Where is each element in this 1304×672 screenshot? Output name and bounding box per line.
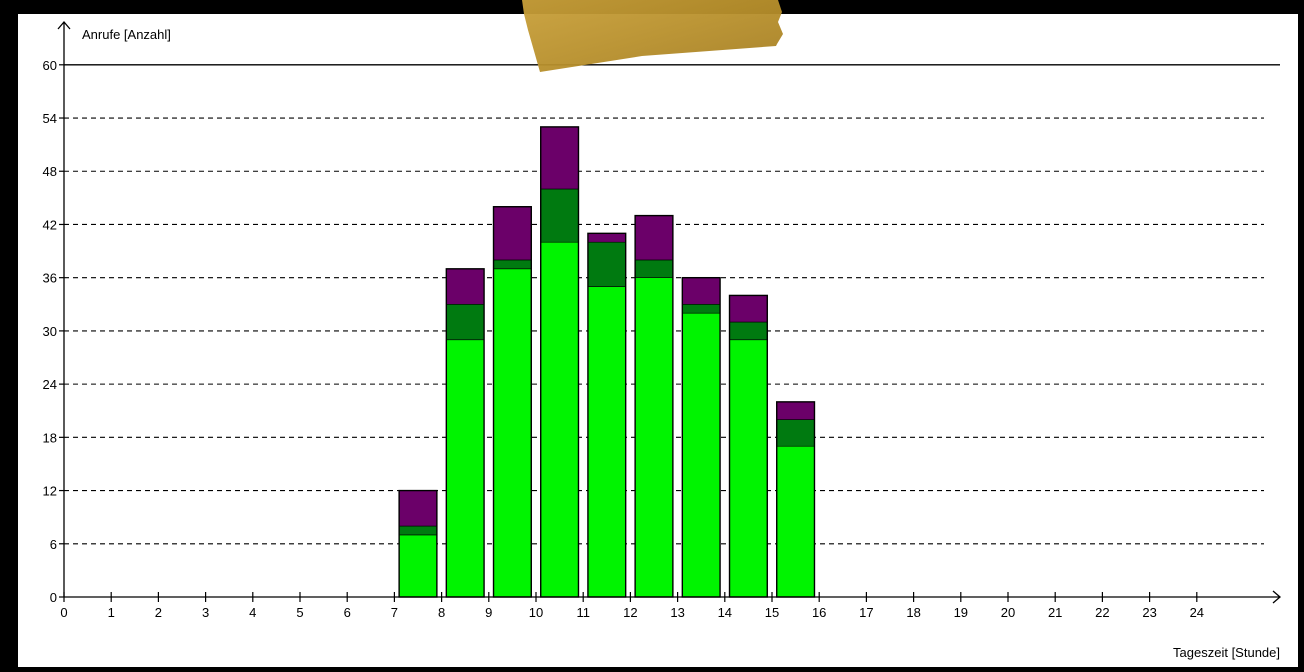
y-tick-label-30: 30 [43,324,57,339]
x-tick-label-23: 23 [1142,605,1156,620]
x-tick-label-4: 4 [249,605,256,620]
x-tick-label-24: 24 [1190,605,1204,620]
x-tick-label-11: 11 [576,605,590,620]
x-axis-ticks: 0 1 2 3 4 5 6 7 8 9 10 11 12 13 14 15 16 17 18 19 20 21 22 23 24 [60,592,1204,620]
bar-segment-2-2 [493,206,532,261]
x-tick-label-2: 2 [155,605,162,620]
x-tick-label-22: 22 [1095,605,1109,620]
x-tick-label-10: 10 [529,605,543,620]
y-tick-label-42: 42 [43,217,57,232]
bar-segment-6-2 [682,277,721,305]
bar-stack-1 [445,268,485,598]
x-axis-arrow [1272,590,1281,604]
x-tick-label-9: 9 [485,605,492,620]
y-tick-label-0: 0 [50,590,57,605]
x-tick-label-6: 6 [344,605,351,620]
bar-segment-3-0 [540,241,579,598]
bar-stack-5 [634,214,674,598]
x-tick-label-20: 20 [1001,605,1015,620]
bar-stack-2 [492,206,532,598]
y-axis-arrow [57,21,71,30]
chart-panel: 0 6 12 18 24 30 36 42 48 54 60 0 1 2 3 4 5 6 7 8 9 10 11 12 13 1… [18,14,1298,667]
x-tick-label-21: 21 [1048,605,1062,620]
bar-series [398,126,816,598]
y-tick-label-36: 36 [43,271,57,286]
bar-segment-5-1 [634,259,674,278]
bar-segment-3-1 [540,188,579,243]
bar-segment-0-1 [398,525,438,536]
y-axis-ticks: 0 6 12 18 24 30 36 42 48 54 60 [43,58,64,605]
y-tick-label-12: 12 [43,484,57,499]
grid-lines [64,64,1280,545]
bar-segment-8-1 [776,419,815,447]
bar-segment-2-0 [493,268,532,598]
bar-segment-6-0 [682,312,721,598]
y-tick-label-54: 54 [43,111,57,126]
y-tick-label-24: 24 [43,377,57,392]
bar-segment-0-2 [398,490,438,527]
bar-segment-8-2 [776,401,815,420]
bar-segment-7-0 [729,339,768,598]
x-axis-label: Tageszeit [Stunde] [1173,645,1280,660]
bar-segment-5-0 [634,277,674,598]
bar-segment-4-1 [587,241,626,287]
x-tick-label-15: 15 [765,605,779,620]
bar-segment-4-2 [587,233,626,243]
y-tick-label-18: 18 [43,430,57,445]
x-tick-label-8: 8 [438,605,445,620]
x-tick-label-12: 12 [623,605,637,620]
x-tick-label-17: 17 [859,605,873,620]
bar-segment-3-2 [540,126,579,190]
y-tick-label-48: 48 [43,164,57,179]
bar-stack-3 [540,126,580,598]
x-tick-label-13: 13 [670,605,684,620]
bar-segment-1-0 [446,339,485,598]
bar-segment-8-0 [776,445,815,598]
x-tick-label-7: 7 [391,605,398,620]
tape-decoration [522,0,783,72]
bar-segment-5-2 [634,215,674,261]
x-tick-label-3: 3 [202,605,209,620]
y-axis-label: Anrufe [Anzahl] [82,27,171,42]
bar-stack-6 [681,276,721,598]
bar-segment-6-1 [682,303,721,314]
x-tick-label-19: 19 [954,605,968,620]
bar-segment-1-1 [446,303,485,341]
bar-stack-7 [728,294,768,598]
bar-stack-4 [587,232,627,598]
bar-segment-7-1 [729,321,768,341]
bar-segment-4-0 [587,286,626,598]
x-tick-label-1: 1 [108,605,115,620]
x-tick-label-5: 5 [296,605,303,620]
x-tick-label-16: 16 [812,605,826,620]
y-tick-label-60: 60 [43,58,57,73]
bar-stack-8 [776,401,816,598]
x-tick-label-14: 14 [718,605,732,620]
x-tick-label-0: 0 [60,605,67,620]
bar-segment-2-1 [493,259,532,270]
bar-segment-0-0 [398,534,438,598]
y-tick-label-6: 6 [50,537,57,552]
bar-segment-1-2 [446,268,485,305]
bar-segment-7-2 [729,295,768,323]
x-tick-label-18: 18 [906,605,920,620]
bar-stack-0 [398,489,438,598]
